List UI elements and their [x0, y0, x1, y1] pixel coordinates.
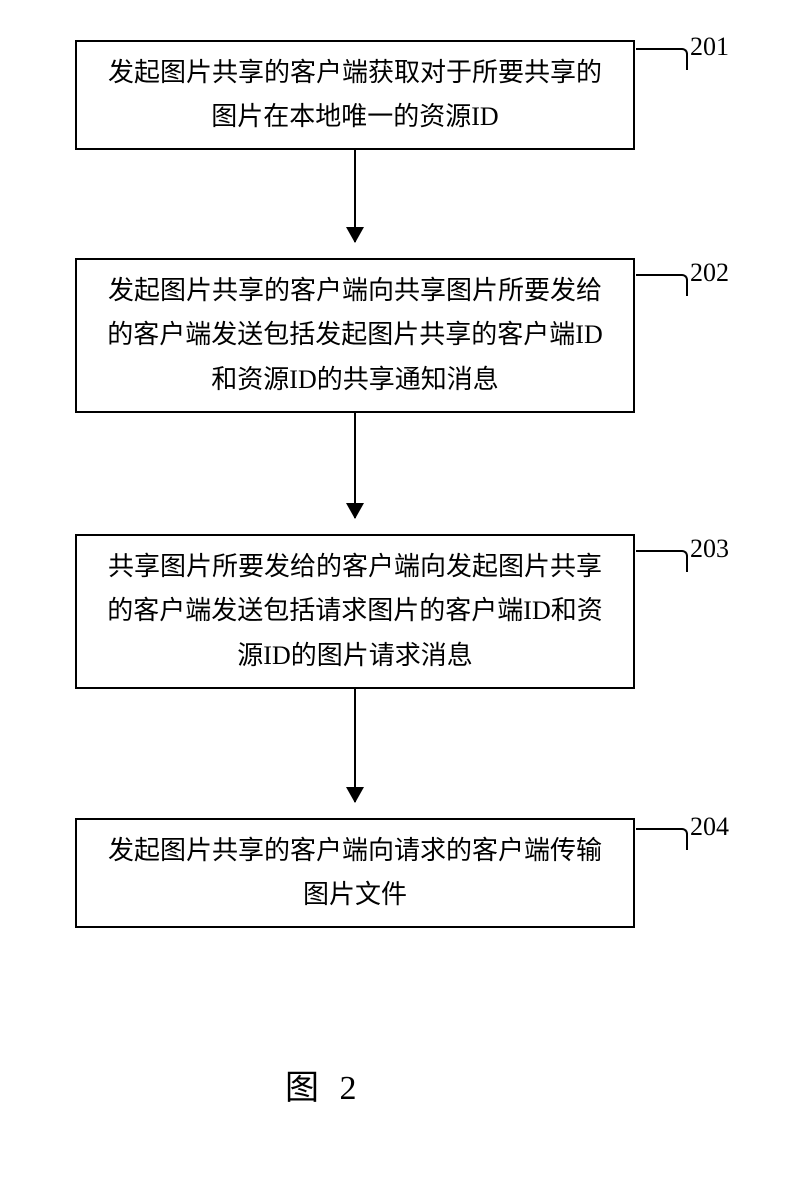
arrow-down-icon	[354, 689, 356, 802]
flow-badge-201: 201	[690, 32, 729, 62]
flow-node-202: 发起图片共享的客户端向共享图片所要发给 的客户端发送包括发起图片共享的客户端ID…	[75, 258, 635, 413]
leader-line-icon	[636, 274, 688, 296]
flow-node-203-line3: 源ID的图片请求消息	[107, 634, 602, 678]
flow-node-201-line1: 发起图片共享的客户端获取对于所要共享的	[108, 51, 602, 95]
leader-line-icon	[636, 828, 688, 850]
leader-line-icon	[636, 48, 688, 70]
arrow-down-icon	[354, 150, 356, 242]
arrow-down-icon	[354, 413, 356, 518]
flow-badge-203-text: 203	[690, 534, 729, 563]
flow-node-201-line2: 图片在本地唯一的资源ID	[108, 95, 602, 139]
figure-caption: 图 2	[285, 1060, 363, 1109]
flow-badge-203: 203	[690, 534, 729, 564]
flow-badge-202-text: 202	[690, 258, 729, 287]
flow-badge-204: 204	[690, 812, 729, 842]
leader-line-icon	[636, 550, 688, 572]
flow-node-204-line2: 图片文件	[108, 873, 602, 917]
flow-node-202-line1: 发起图片共享的客户端向共享图片所要发给	[107, 269, 602, 313]
flow-node-202-line2: 的客户端发送包括发起图片共享的客户端ID	[107, 313, 602, 357]
flow-badge-201-text: 201	[690, 32, 729, 61]
flow-node-203: 共享图片所要发给的客户端向发起图片共享 的客户端发送包括请求图片的客户端ID和资…	[75, 534, 635, 689]
flow-node-203-line2: 的客户端发送包括请求图片的客户端ID和资	[107, 589, 602, 633]
flow-node-203-line1: 共享图片所要发给的客户端向发起图片共享	[107, 545, 602, 589]
flow-badge-202: 202	[690, 258, 729, 288]
flow-badge-204-text: 204	[690, 812, 729, 841]
flow-node-201: 发起图片共享的客户端获取对于所要共享的 图片在本地唯一的资源ID	[75, 40, 635, 150]
flow-node-204-line1: 发起图片共享的客户端向请求的客户端传输	[108, 829, 602, 873]
flow-node-202-line3: 和资源ID的共享通知消息	[107, 358, 602, 402]
flow-node-204: 发起图片共享的客户端向请求的客户端传输 图片文件	[75, 818, 635, 928]
flowchart-canvas: 发起图片共享的客户端获取对于所要共享的 图片在本地唯一的资源ID 201 发起图…	[0, 0, 800, 1193]
